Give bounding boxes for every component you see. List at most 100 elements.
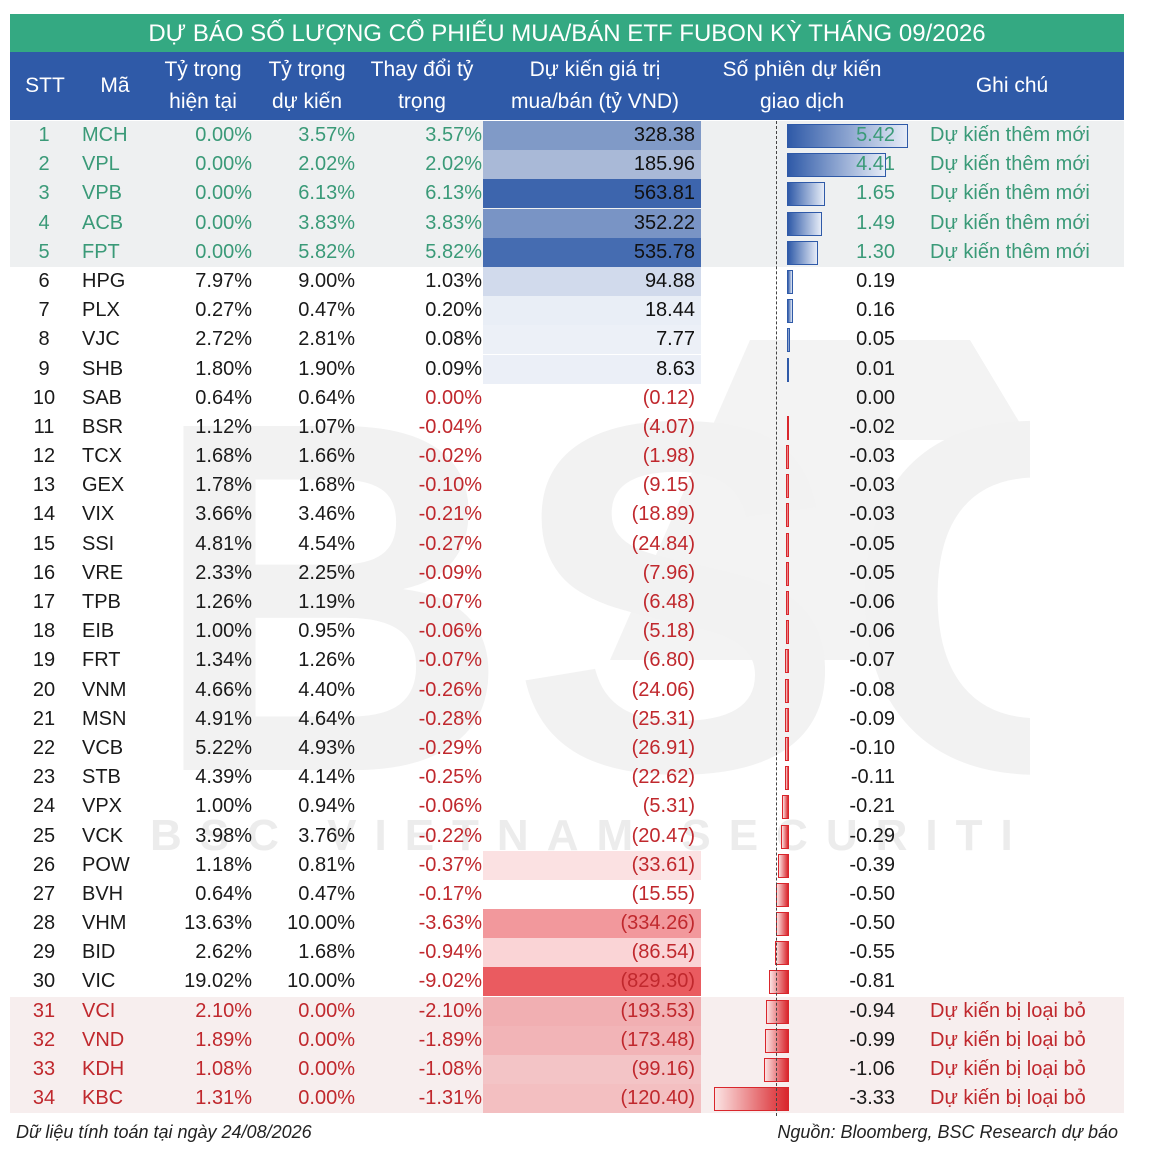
table-row: 10 SAB 0.64% 0.64% 0.00% (0.12) 0.00 (10, 384, 1124, 413)
trade-value-heat-fill (483, 208, 701, 238)
row-trade-value: (25.31) (483, 705, 701, 734)
row-target-weight: 2.81% (298, 328, 355, 351)
row-weight-change: -0.28% (418, 707, 482, 730)
sessions-text: 1.49 (856, 211, 895, 234)
trade-value-text: (334.26) (620, 912, 696, 935)
row-stt: 33 (32, 1058, 56, 1080)
trade-value-text: 8.63 (656, 357, 695, 380)
row-code: VIX (82, 503, 115, 526)
trade-value-text: 535.78 (633, 240, 695, 263)
row-target-weight: 1.26% (298, 649, 355, 672)
table-row: 8 VJC 2.72% 2.81% 0.08% 7.77 0.05 (10, 325, 1124, 355)
row-note: Dự kiến bị loại bỏ (930, 1058, 1086, 1080)
row-target-weight: 3.76% (298, 824, 355, 847)
sessions-data-bar (785, 591, 789, 615)
row-trade-value: (9.15) (483, 471, 701, 500)
row-code: VCI (82, 999, 116, 1022)
trade-value-text: (99.16) (631, 1058, 695, 1080)
trade-value-heat-fill (483, 1084, 701, 1114)
sessions-data-bar (786, 474, 789, 499)
row-trade-value: (22.62) (483, 763, 701, 792)
row-target-weight: 10.00% (287, 970, 355, 993)
sessions-text: 1.30 (856, 240, 895, 263)
sessions-text: -0.50 (849, 882, 895, 905)
trade-value-text: (173.48) (620, 1028, 696, 1051)
trade-value-heat-fill (483, 266, 701, 296)
sessions-text: -0.03 (849, 503, 895, 526)
row-stt: 19 (32, 649, 56, 672)
row-current-weight: 2.10% (195, 999, 252, 1022)
table-row: 20 VNM 4.66% 4.40% -0.26% (24.06) -0.08 (10, 676, 1124, 705)
col-current-weight-header: Tỷ trọng hiện tại (164, 58, 242, 113)
row-note: Dự kiến thêm mới (930, 211, 1090, 234)
row-sessions: -0.94 (702, 997, 900, 1026)
sessions-data-bar (785, 532, 789, 557)
row-trade-value: (18.89) (483, 500, 701, 529)
row-stt: 11 (33, 415, 55, 438)
row-weight-change: -0.21% (418, 503, 482, 526)
sessions-data-bar (785, 620, 789, 645)
row-trade-value: (0.12) (483, 384, 701, 413)
row-trade-value: (86.54) (483, 938, 701, 968)
row-current-weight: 1.80% (195, 357, 252, 380)
sessions-text: -0.07 (849, 649, 895, 672)
row-code: PLX (82, 299, 120, 322)
row-code: BSR (82, 415, 124, 438)
row-target-weight: 1.66% (298, 445, 355, 468)
row-weight-change: 3.83% (425, 211, 482, 234)
trade-value-text: (6.48) (642, 591, 695, 613)
sessions-data-bar (713, 1087, 789, 1112)
sessions-text: -0.06 (849, 591, 895, 613)
row-sessions: 4.41 (702, 150, 900, 179)
table-row: 2 VPL 0.00% 2.02% 2.02% 185.96 4.41 Dự kiến thê… (10, 150, 1124, 180)
row-current-weight: 1.12% (195, 415, 252, 438)
row-trade-value: 563.81 (483, 179, 701, 209)
row-sessions: -0.06 (702, 588, 900, 617)
sessions-text: -0.55 (849, 941, 895, 964)
row-sessions: -0.03 (702, 500, 900, 529)
row-trade-value: (193.53) (483, 996, 701, 1026)
row-trade-value: 185.96 (483, 150, 701, 180)
row-note: Dự kiến bị loại bỏ (930, 1028, 1086, 1051)
sessions-data-bar (776, 882, 789, 907)
row-stt: 5 (38, 240, 50, 263)
row-target-weight: 3.57% (298, 124, 355, 146)
row-sessions: -0.06 (702, 617, 900, 646)
row-current-weight: 1.34% (195, 649, 252, 672)
sessions-text: -3.33 (849, 1087, 895, 1110)
sessions-data-bar (787, 182, 826, 207)
row-trade-value: 94.88 (483, 266, 701, 296)
table-row: 3 VPB 0.00% 6.13% 6.13% 563.81 1.65 Dự kiến thê… (10, 179, 1124, 209)
row-code: EIB (82, 620, 115, 643)
row-trade-value: 535.78 (483, 237, 701, 267)
sessions-data-bar (784, 736, 789, 761)
row-target-weight: 0.94% (298, 795, 355, 818)
row-sessions: -0.55 (702, 938, 900, 967)
table-row: 11 BSR 1.12% 1.07% -0.04% (4.07) -0.02 (10, 413, 1124, 442)
row-weight-change: 0.00% (425, 386, 482, 409)
row-code: TPB (82, 591, 121, 613)
row-target-weight: 0.64% (298, 386, 355, 409)
row-target-weight: 4.93% (298, 736, 355, 759)
row-weight-change: 0.20% (425, 299, 482, 322)
row-code: FPT (82, 240, 120, 263)
row-stt: 1 (38, 124, 50, 146)
row-trade-value: (15.55) (483, 880, 701, 909)
row-stt: 28 (32, 912, 56, 935)
row-current-weight: 4.66% (195, 678, 252, 701)
row-trade-value: (33.61) (483, 850, 701, 880)
sessions-data-bar (787, 153, 887, 178)
row-weight-change: 5.82% (425, 240, 482, 263)
row-current-weight: 4.39% (195, 766, 252, 789)
row-code: BVH (82, 882, 124, 905)
row-code: FRT (82, 649, 121, 672)
row-current-weight: 1.78% (195, 474, 252, 497)
row-weight-change: -0.26% (418, 678, 482, 701)
row-weight-change: -9.02% (418, 970, 482, 993)
trade-value-heat-fill (483, 1025, 701, 1055)
row-stt: 29 (32, 941, 56, 964)
row-weight-change: -0.07% (418, 591, 482, 613)
table-row: 22 VCB 5.22% 4.93% -0.29% (26.91) -0.10 (10, 734, 1124, 763)
row-target-weight: 9.00% (298, 269, 355, 292)
row-trade-value: (120.40) (483, 1084, 701, 1114)
